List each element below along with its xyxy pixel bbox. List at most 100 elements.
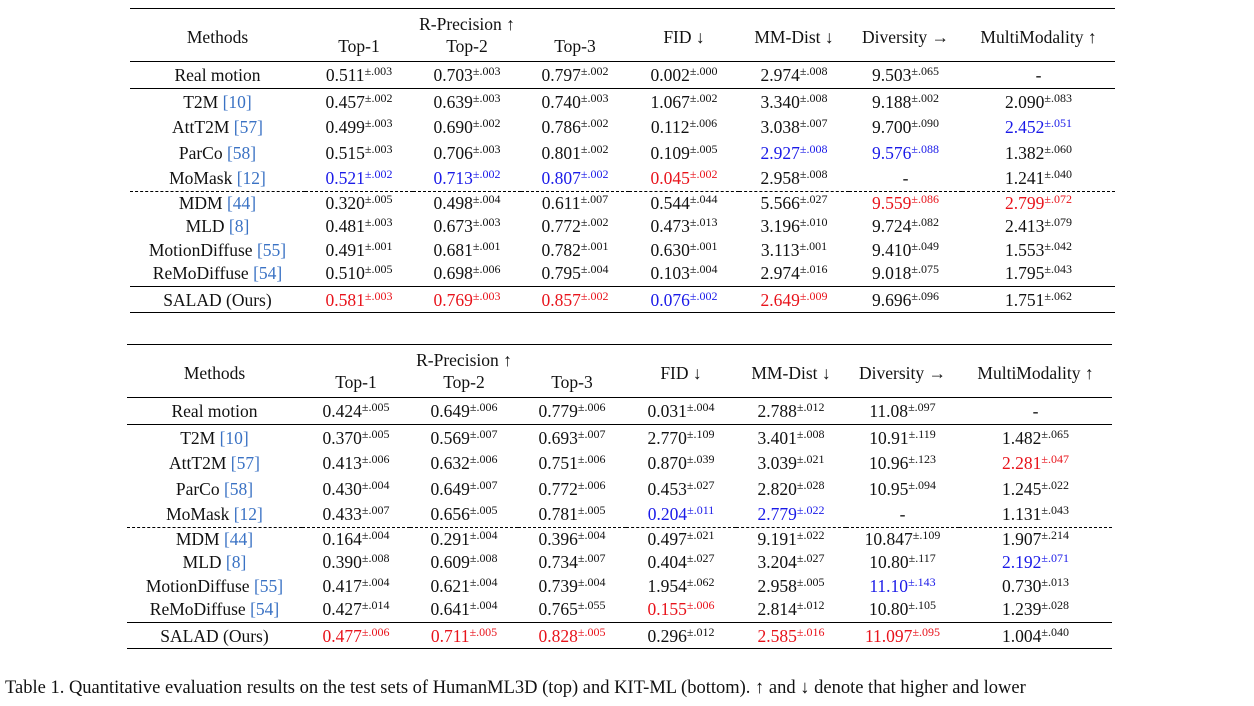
std: ±.109 [686, 426, 715, 441]
value-cell: 0.370±.005 [302, 424, 410, 450]
value-cell: 0.765±.055 [518, 598, 626, 622]
citation: [8] [228, 216, 250, 236]
std: ±.021 [686, 527, 715, 542]
std: ±.071 [1041, 551, 1069, 565]
std: ±.214 [1041, 527, 1069, 542]
method-name: MoMask [166, 504, 230, 524]
value: 0.413 [322, 453, 362, 473]
value: 1.907 [1002, 528, 1042, 549]
table-row: ParCo [58] 0.430±.004 0.649±.007 0.772±.006… [127, 476, 1112, 502]
value: 3.401 [757, 427, 797, 448]
value-cell: - [959, 398, 1112, 425]
value-cell: 9.188±.002 [849, 88, 962, 114]
table-row: MDM [44] 0.164±.004 0.291±.004 0.396±.004 0.… [127, 527, 1112, 551]
header-cell: MultiModality ↑ [977, 363, 1094, 383]
table-header: Methods R-Precision ↑ FID ↓ MM-Dist ↓ Divers… [127, 345, 1112, 398]
value-cell: 0.473±.013 [629, 215, 739, 239]
std: ±.040 [1044, 167, 1072, 181]
table-row: ReMoDiffuse [54] 0.510±.005 0.698±.006 0.79… [130, 262, 1115, 286]
header-cell: Diversity → [861, 27, 949, 47]
citation: [57] [230, 453, 260, 473]
value-cell: 0.109±.005 [629, 140, 739, 166]
table-header: Methods R-Precision ↑ FID ↓ MM-Dist ↓ Divers… [130, 9, 1115, 62]
value-cell: 1.004±.040 [959, 622, 1112, 649]
std: ±.006 [577, 400, 606, 414]
std: ±.002 [911, 90, 939, 105]
value-cell: 0.396±.004 [518, 527, 626, 551]
std: ±.006 [472, 262, 501, 276]
value-cell: 9.018±.075 [849, 262, 962, 286]
value-cell: 10.91±.119 [846, 424, 959, 450]
value-cell: 0.204±.011 [626, 501, 736, 527]
std: ±.044 [689, 191, 718, 206]
method-name: T2M [180, 427, 216, 448]
value-cell: 3.340±.008 [739, 88, 849, 114]
value: 0.779 [538, 401, 578, 421]
value: 0.681 [433, 239, 473, 260]
std: ±.004 [469, 574, 498, 589]
caption: Table 1. Quantitative evaluation results… [5, 678, 1026, 698]
std: ±.006 [689, 116, 718, 130]
std: ±.003 [472, 90, 501, 105]
std: ±.003 [364, 288, 393, 303]
std: ±.010 [799, 215, 828, 229]
method-cell: MoMask [12] [127, 501, 302, 527]
value-cell: - [962, 62, 1115, 89]
value-cell: 0.772±.006 [518, 476, 626, 502]
header-cell: MM-Dist ↓ [754, 27, 834, 47]
header-cell: Methods [183, 363, 246, 383]
method-cell: SALAD (Ours) [130, 286, 305, 313]
value: - [902, 168, 909, 188]
value: 1.553 [1005, 239, 1045, 260]
std: ±.004 [689, 262, 718, 276]
std: ±.027 [686, 551, 715, 565]
value-cell: 0.801±.002 [521, 140, 629, 166]
value: 0.473 [650, 216, 690, 236]
value: 10.847 [864, 528, 913, 549]
value-cell: 0.706±.003 [413, 140, 521, 166]
value-cell: 10.80±.117 [846, 551, 959, 575]
table-row: MDM [44] 0.320±.005 0.498±.004 0.611±.007 0.… [130, 191, 1115, 215]
header-cell: MultiModality ↑ [980, 27, 1097, 47]
value-cell: 0.569±.007 [410, 424, 518, 450]
header-row: Top-1 Top-2 Top-3 [127, 371, 1112, 398]
value: 0.609 [430, 552, 470, 572]
value-cell: 1.382±.060 [962, 140, 1115, 166]
method-name: ReMoDiffuse [152, 263, 249, 283]
std: ±.014 [361, 598, 390, 612]
std: ±.001 [799, 238, 828, 253]
value: 0.703 [433, 65, 473, 85]
std: ±.002 [689, 167, 718, 181]
value-cell: 0.730±.013 [959, 575, 1112, 599]
std: ±.006 [361, 624, 390, 639]
method-name: MotionDiffuse [148, 239, 253, 260]
std: ±.004 [361, 477, 390, 492]
std: ±.022 [796, 503, 825, 517]
header-cell: FID ↓ [663, 27, 705, 47]
value-cell: 11.10±.143 [846, 575, 959, 599]
std: ±.143 [908, 574, 936, 589]
std: ±.005 [469, 503, 498, 517]
value: 0.521 [325, 168, 365, 188]
value: 0.112 [650, 117, 690, 137]
value: 0.103 [650, 263, 690, 283]
value-cell: 11.08±.097 [846, 398, 959, 425]
value-cell: 2.090±.083 [962, 88, 1115, 114]
std: ±.040 [1041, 624, 1069, 639]
value: 0.641 [430, 599, 470, 619]
value: 2.799 [1005, 192, 1045, 213]
value: 0.781 [538, 504, 578, 524]
value: 2.820 [757, 478, 797, 499]
value-cell: 10.847±.109 [846, 527, 959, 551]
value: 0.673 [433, 216, 473, 236]
table-row: MLD [8] 0.481±.003 0.673±.003 0.772±.002 0.4… [130, 215, 1115, 239]
std: ±.001 [689, 238, 718, 253]
std: ±.002 [580, 167, 609, 181]
std: ±.016 [796, 624, 825, 639]
value: 3.039 [757, 453, 797, 473]
value-cell: 0.511±.003 [305, 62, 413, 89]
method-cell: MDM [44] [127, 527, 302, 551]
std: ±.083 [1044, 90, 1072, 105]
std: ±.049 [911, 238, 939, 253]
value: 0.544 [650, 192, 690, 213]
